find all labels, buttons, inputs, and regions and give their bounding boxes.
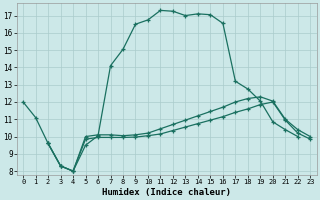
X-axis label: Humidex (Indice chaleur): Humidex (Indice chaleur) <box>102 188 231 197</box>
